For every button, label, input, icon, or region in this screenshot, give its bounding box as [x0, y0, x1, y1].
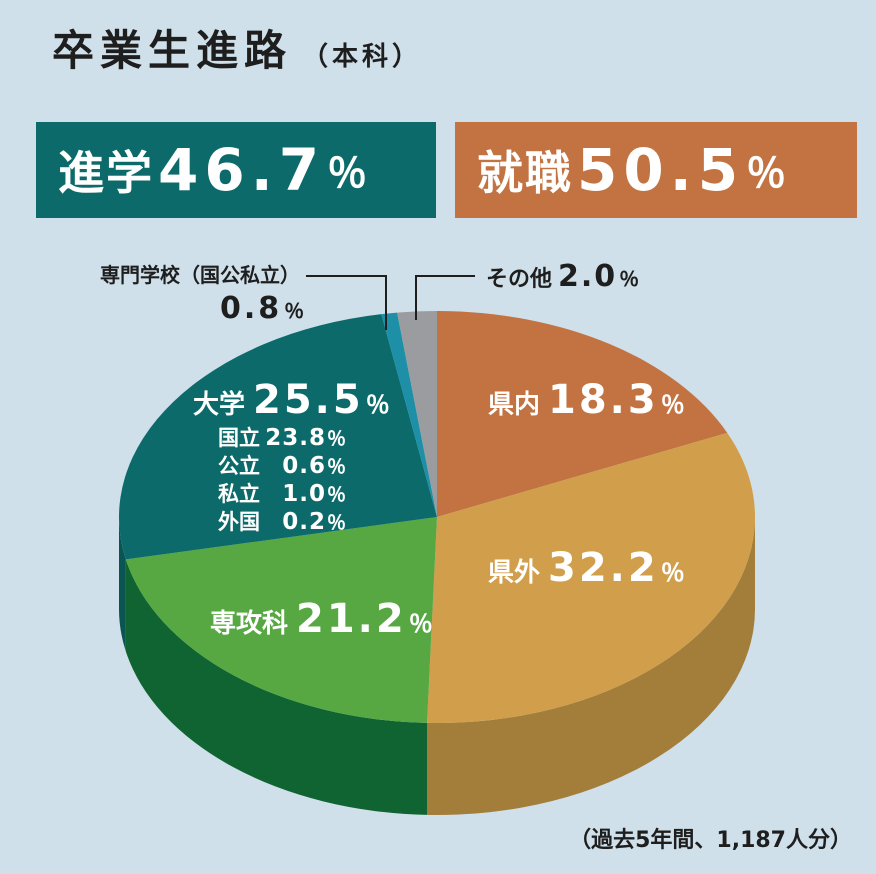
pie-side-3 — [119, 517, 126, 652]
breakdown-value-1: 0.6％ — [282, 453, 346, 479]
leader-line-sonota — [415, 275, 475, 320]
pie-slice-2 — [125, 517, 437, 723]
breakdown-label-2: 私立 — [218, 482, 260, 506]
pie-side-walls — [119, 517, 755, 816]
banner-value: 46.7 — [158, 136, 326, 204]
footnote: （過去5年間、1,187人分） — [569, 828, 852, 853]
banner-unit: ％ — [327, 151, 368, 197]
pie-slice-4 — [381, 312, 437, 517]
slice-value-senmon: 0.8 ％ — [220, 291, 304, 326]
breakdown-label-1: 公立 — [218, 454, 260, 478]
page-title: 卒業生進路 （本科） — [52, 30, 422, 72]
pie-slice-3 — [118, 314, 437, 560]
title-main: 卒業生進路 — [52, 26, 293, 75]
breakdown-value-3: 0.2％ — [282, 509, 346, 535]
pie-slice-1 — [427, 432, 755, 724]
banner-value: 50.5 — [577, 136, 745, 204]
slice-label-sonota: その他 2.0 ％ — [486, 259, 639, 294]
banner-employment: 就職 50.5 ％ — [455, 122, 857, 218]
breakdown-value-2: 1.0％ — [282, 481, 346, 507]
slice-label-senkouka: 専攻科 21.2％ — [210, 596, 433, 642]
banner-label: 就職 — [477, 146, 573, 200]
slice-label-daigaku: 大学 25.5％ — [193, 377, 390, 423]
pie-side-1 — [427, 517, 755, 816]
banner-further-education: 進学 46.7 ％ — [36, 122, 436, 218]
pie-slice-0 — [437, 311, 728, 517]
slice-label-kennai: 県内 18.3％ — [488, 377, 685, 423]
slice-label-kengai: 県外 32.2％ — [488, 545, 685, 591]
breakdown-label-3: 外国 — [218, 510, 260, 534]
pie-side-2 — [125, 559, 428, 815]
breakdown-label-0: 国立 — [218, 426, 260, 450]
leader-line-senmon — [306, 275, 387, 330]
pie-top — [118, 311, 755, 724]
slice-label-senmon: 専門学校（国公私立） — [100, 263, 300, 287]
banner-label: 進学 — [58, 146, 154, 200]
banner-unit: ％ — [746, 151, 787, 197]
pie-slice-5 — [397, 311, 437, 517]
title-sub: （本科） — [302, 42, 423, 72]
breakdown-value-0: 23.8％ — [265, 425, 346, 451]
